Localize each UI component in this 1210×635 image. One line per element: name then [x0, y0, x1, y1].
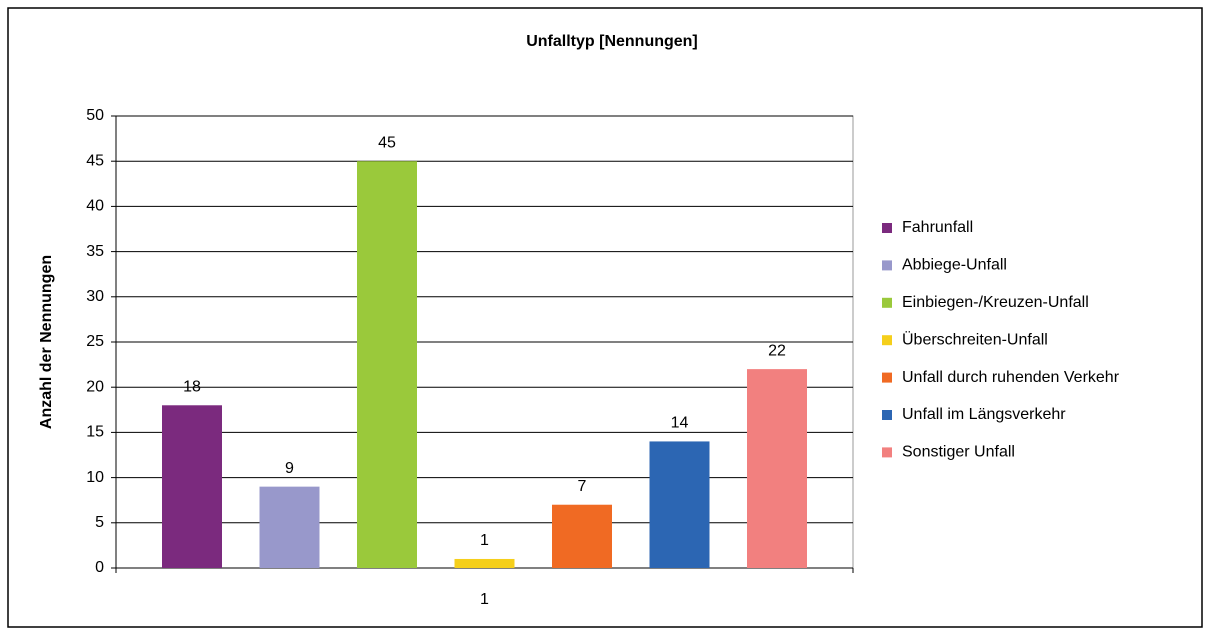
- legend-swatch: [882, 335, 892, 346]
- y-tick-label: 5: [95, 514, 104, 531]
- data-label: 22: [768, 342, 786, 359]
- legend-swatch: [882, 223, 892, 233]
- y-axis-label: Anzahl der Nennungen: [38, 255, 55, 429]
- data-label: 7: [578, 478, 587, 495]
- x-tick-label: 1: [480, 591, 489, 608]
- y-tick-label: 0: [95, 559, 104, 576]
- bar: [162, 405, 222, 568]
- legend-label: Abbiege-Unfall: [902, 257, 1007, 274]
- legend-swatch: [882, 447, 892, 458]
- bar: [649, 441, 710, 568]
- bar: [747, 369, 807, 568]
- legend-label: Unfall im Längsverkehr: [902, 406, 1066, 423]
- legend-swatch: [882, 372, 892, 383]
- y-tick-label: 10: [86, 469, 104, 486]
- y-tick-label: 40: [86, 198, 104, 215]
- y-tick-label: 35: [86, 243, 104, 260]
- y-tick-label: 20: [86, 378, 104, 395]
- bar: [259, 486, 320, 568]
- data-label: 14: [671, 415, 689, 432]
- data-label: 45: [378, 134, 396, 151]
- legend-swatch: [882, 260, 892, 271]
- chart-title: Unfalltyp [Nennungen]: [526, 33, 698, 50]
- y-tick-label: 50: [86, 107, 104, 124]
- data-label: 9: [285, 460, 294, 477]
- legend-swatch: [882, 297, 892, 308]
- y-tick-label: 45: [86, 152, 104, 169]
- data-label: 1: [480, 532, 489, 549]
- legend-label: Unfall durch ruhenden Verkehr: [902, 369, 1120, 386]
- legend-label: Überschreiten-Unfall: [902, 330, 1048, 348]
- legend-label: Sonstiger Unfall: [902, 444, 1015, 461]
- bar: [454, 558, 515, 568]
- y-tick-label: 30: [86, 288, 104, 305]
- legend-label: Fahrunfall: [902, 219, 973, 236]
- data-label: 18: [183, 378, 201, 395]
- bar: [552, 504, 612, 568]
- y-tick-label: 25: [86, 333, 104, 350]
- legend-swatch: [882, 410, 892, 420]
- y-tick-label: 15: [86, 424, 104, 441]
- legend-label: Einbiegen-/Kreuzen-Unfall: [902, 294, 1089, 311]
- bar: [357, 161, 417, 568]
